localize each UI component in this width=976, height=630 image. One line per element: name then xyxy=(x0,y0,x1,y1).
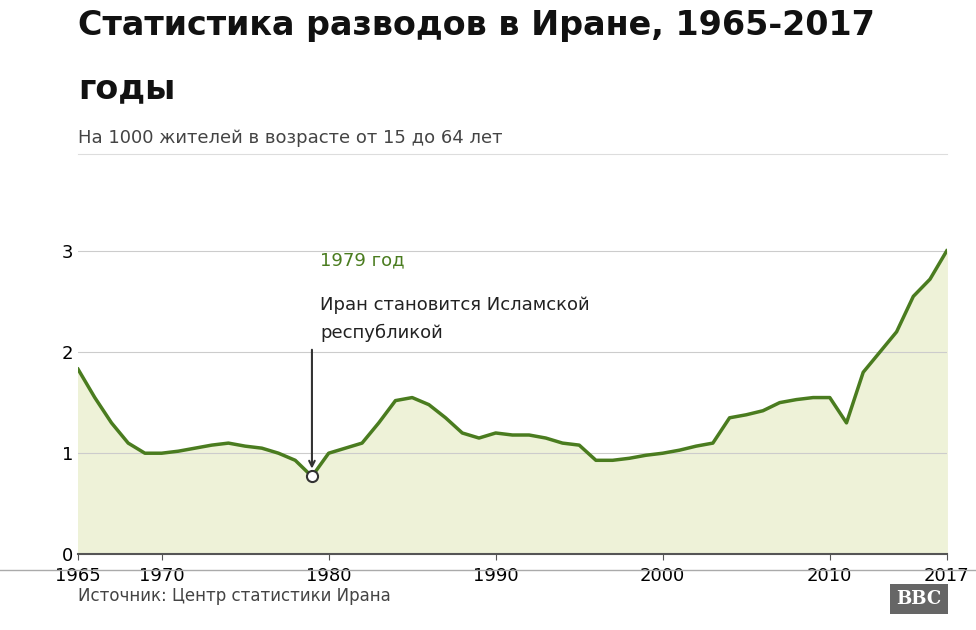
Text: BBC: BBC xyxy=(897,590,942,608)
Text: годы: годы xyxy=(78,72,176,105)
Text: Статистика разводов в Иране, 1965-2017: Статистика разводов в Иране, 1965-2017 xyxy=(78,9,874,42)
Text: На 1000 жителей в возрасте от 15 до 64 лет: На 1000 жителей в возрасте от 15 до 64 л… xyxy=(78,129,503,147)
Text: республикой: республикой xyxy=(320,324,443,342)
Text: 1979 год: 1979 год xyxy=(320,251,405,269)
Text: Иран становится Исламской: Иран становится Исламской xyxy=(320,296,590,314)
Text: Источник: Центр статистики Ирана: Источник: Центр статистики Ирана xyxy=(78,587,390,605)
